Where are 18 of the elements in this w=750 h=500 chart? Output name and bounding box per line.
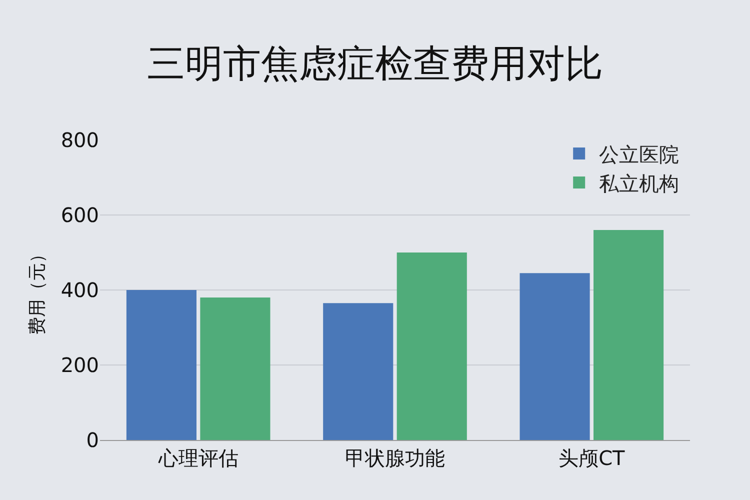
- bar: [396, 252, 467, 440]
- bar: [200, 298, 270, 440]
- y-tick-label: 400: [60, 278, 99, 302]
- x-tick-label: 头颅CT: [558, 446, 626, 470]
- x-tick-label: 甲状腺功能: [345, 446, 445, 470]
- bar: [323, 303, 394, 440]
- bar: [594, 230, 664, 440]
- bar: [126, 290, 196, 440]
- bar: [520, 273, 590, 440]
- x-tick-label: 心理评估: [157, 446, 238, 470]
- y-tick-label: 0: [86, 428, 99, 452]
- chart-title: 三明市焦虑症检查费用对比: [147, 42, 603, 86]
- legend-label: 公立医院: [599, 142, 680, 166]
- y-tick-label: 800: [60, 128, 99, 152]
- y-axis-title: 费用（元）: [27, 245, 48, 335]
- y-tick-label: 600: [60, 203, 99, 227]
- legend-label: 私立机构: [599, 171, 680, 196]
- y-tick-label: 200: [60, 353, 99, 377]
